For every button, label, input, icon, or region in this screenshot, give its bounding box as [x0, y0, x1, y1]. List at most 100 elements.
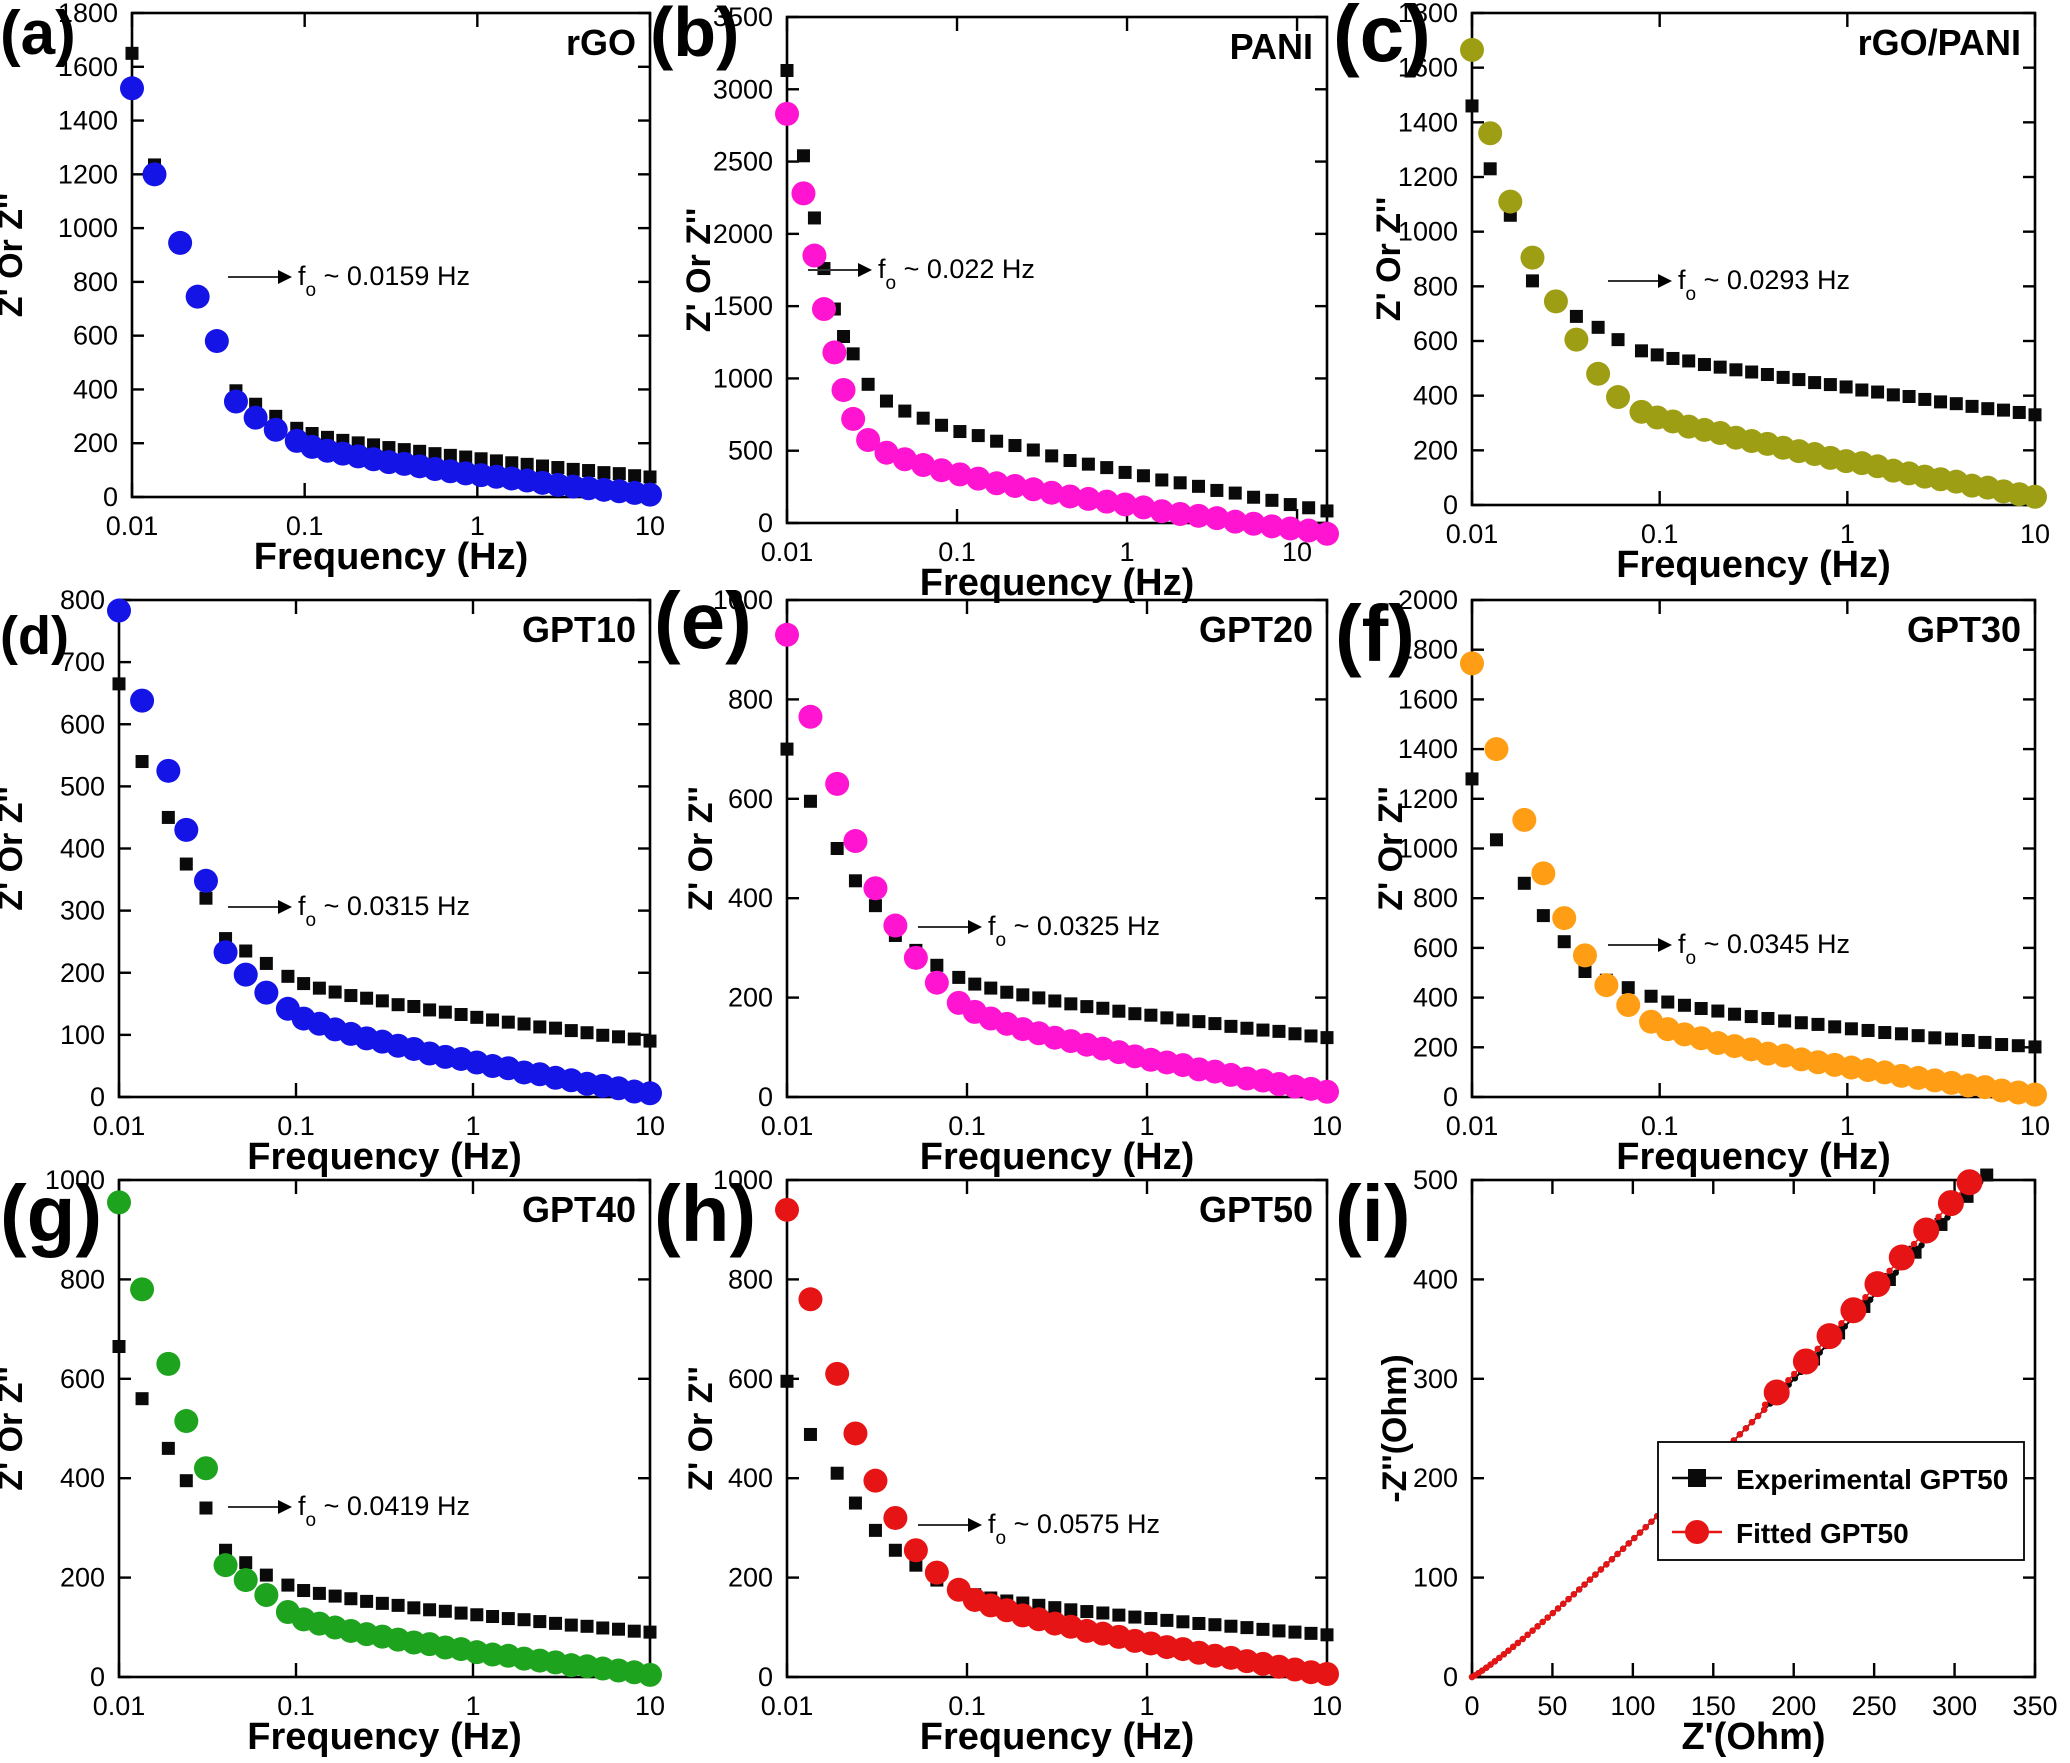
svg-text:fo ~ 0.022 Hz: fo ~ 0.022 Hz	[878, 254, 1035, 294]
svg-text:rGO: rGO	[566, 22, 636, 63]
svg-text:100: 100	[60, 1020, 105, 1050]
svg-text:-Z''(Ohm): -Z''(Ohm)	[1376, 1354, 1414, 1502]
svg-text:100: 100	[1413, 1563, 1458, 1593]
svg-text:0: 0	[103, 482, 118, 512]
svg-text:1400: 1400	[1398, 734, 1458, 764]
svg-text:0: 0	[758, 1082, 773, 1112]
svg-text:800: 800	[728, 684, 773, 714]
svg-text:800: 800	[1413, 271, 1458, 301]
svg-text:10: 10	[1312, 1111, 1342, 1141]
svg-text:10: 10	[635, 1691, 665, 1721]
svg-text:400: 400	[60, 1463, 105, 1493]
svg-text:1500: 1500	[713, 291, 773, 321]
svg-text:500: 500	[60, 771, 105, 801]
svg-text:600: 600	[60, 709, 105, 739]
svg-text:fo ~ 0.0575 Hz: fo ~ 0.0575 Hz	[988, 1509, 1160, 1549]
svg-text:Z' Or Z'': Z' Or Z''	[0, 193, 30, 317]
svg-text:600: 600	[60, 1364, 105, 1394]
svg-text:Z' Or Z'': Z' Or Z''	[682, 1366, 720, 1490]
svg-text:200: 200	[1413, 1463, 1458, 1493]
svg-text:3000: 3000	[713, 74, 773, 104]
svg-text:Z' Or Z'': Z' Or Z''	[0, 786, 30, 910]
svg-text:1400: 1400	[1398, 107, 1458, 137]
svg-text:600: 600	[73, 321, 118, 351]
svg-text:fo ~ 0.0159 Hz: fo ~ 0.0159 Hz	[298, 261, 470, 301]
svg-text:0: 0	[1443, 490, 1458, 520]
svg-text:400: 400	[728, 883, 773, 913]
svg-text:Frequency (Hz): Frequency (Hz)	[254, 536, 528, 578]
svg-text:0: 0	[758, 1662, 773, 1692]
svg-text:10: 10	[2020, 519, 2050, 549]
svg-text:400: 400	[60, 834, 105, 864]
svg-text:0.01: 0.01	[761, 537, 814, 567]
svg-text:600: 600	[1413, 933, 1458, 963]
svg-text:Frequency (Hz): Frequency (Hz)	[1616, 544, 1890, 586]
svg-text:500: 500	[728, 436, 773, 466]
svg-text:GPT20: GPT20	[1199, 609, 1313, 650]
svg-text:Z' Or Z'': Z' Or Z''	[1372, 786, 1410, 910]
svg-text:0.01: 0.01	[1446, 1111, 1499, 1141]
svg-text:350: 350	[2012, 1691, 2057, 1721]
svg-text:Fitted GPT50: Fitted GPT50	[1736, 1518, 1909, 1549]
svg-text:1000: 1000	[713, 363, 773, 393]
svg-text:GPT50: GPT50	[1199, 1189, 1313, 1230]
svg-text:1400: 1400	[58, 106, 118, 136]
svg-text:1600: 1600	[1398, 684, 1458, 714]
svg-text:0: 0	[1443, 1662, 1458, 1692]
svg-text:600: 600	[1413, 326, 1458, 356]
svg-text:200: 200	[60, 1563, 105, 1593]
svg-text:500: 500	[1413, 1165, 1458, 1195]
svg-text:0.01: 0.01	[761, 1691, 814, 1721]
svg-text:0.01: 0.01	[106, 511, 159, 541]
svg-text:1200: 1200	[58, 159, 118, 189]
svg-text:600: 600	[728, 784, 773, 814]
svg-text:10: 10	[2020, 1111, 2050, 1141]
svg-text:Frequency (Hz): Frequency (Hz)	[920, 562, 1194, 604]
svg-text:800: 800	[728, 1264, 773, 1294]
svg-text:50: 50	[1537, 1691, 1567, 1721]
svg-text:0: 0	[758, 508, 773, 538]
svg-text:GPT40: GPT40	[522, 1189, 636, 1230]
svg-text:100: 100	[1610, 1691, 1655, 1721]
svg-text:300: 300	[60, 896, 105, 926]
svg-text:400: 400	[728, 1463, 773, 1493]
svg-text:0: 0	[90, 1662, 105, 1692]
svg-text:400: 400	[1413, 983, 1458, 1013]
svg-text:0.01: 0.01	[761, 1111, 814, 1141]
svg-text:300: 300	[1413, 1364, 1458, 1394]
svg-text:GPT30: GPT30	[1907, 609, 2021, 650]
svg-text:0.01: 0.01	[93, 1111, 146, 1141]
svg-text:250: 250	[1852, 1691, 1897, 1721]
svg-text:600: 600	[728, 1364, 773, 1394]
svg-text:0: 0	[90, 1082, 105, 1112]
svg-text:0.01: 0.01	[1446, 519, 1499, 549]
svg-text:800: 800	[73, 267, 118, 297]
svg-text:fo ~ 0.0325 Hz: fo ~ 0.0325 Hz	[988, 911, 1160, 951]
svg-text:200: 200	[73, 428, 118, 458]
svg-text:fo ~ 0.0345 Hz: fo ~ 0.0345 Hz	[1678, 929, 1850, 969]
svg-text:200: 200	[1413, 435, 1458, 465]
svg-text:Experimental GPT50: Experimental GPT50	[1736, 1464, 2008, 1495]
svg-text:fo ~ 0.0419 Hz: fo ~ 0.0419 Hz	[298, 1491, 470, 1531]
svg-text:fo ~ 0.0293 Hz: fo ~ 0.0293 Hz	[1678, 265, 1850, 305]
svg-text:1000: 1000	[58, 213, 118, 243]
svg-text:200: 200	[60, 958, 105, 988]
svg-text:PANI: PANI	[1230, 26, 1313, 67]
svg-text:400: 400	[1413, 1264, 1458, 1294]
svg-text:Frequency (Hz): Frequency (Hz)	[920, 1716, 1194, 1758]
svg-text:rGO/PANI: rGO/PANI	[1858, 22, 2021, 63]
svg-text:0: 0	[1443, 1082, 1458, 1112]
svg-text:10: 10	[635, 511, 665, 541]
svg-text:200: 200	[728, 983, 773, 1013]
svg-text:Z' Or Z'': Z' Or Z''	[1370, 197, 1408, 321]
svg-text:0.01: 0.01	[93, 1691, 146, 1721]
svg-text:Z' Or Z'': Z' Or Z''	[682, 786, 720, 910]
svg-text:1200: 1200	[1398, 162, 1458, 192]
svg-text:Z' Or Z'': Z' Or Z''	[0, 1366, 30, 1490]
svg-text:Frequency (Hz): Frequency (Hz)	[1616, 1136, 1890, 1178]
svg-text:0: 0	[1464, 1691, 1479, 1721]
svg-text:Frequency (Hz): Frequency (Hz)	[247, 1716, 521, 1758]
svg-text:800: 800	[1413, 883, 1458, 913]
svg-text:Frequency (Hz): Frequency (Hz)	[920, 1136, 1194, 1178]
svg-text:10: 10	[635, 1111, 665, 1141]
